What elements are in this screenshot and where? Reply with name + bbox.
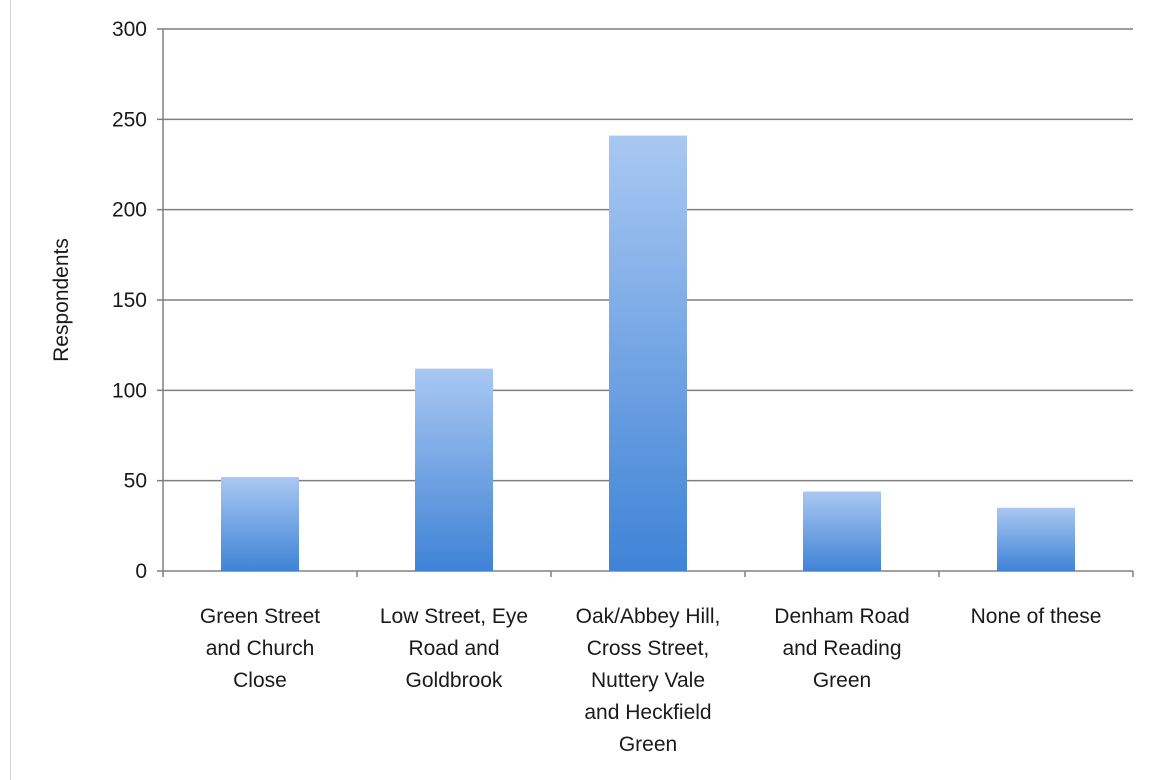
x-category-label: and Church xyxy=(206,637,315,660)
x-category-label: Cross Street, xyxy=(587,637,710,660)
y-tick-label: 0 xyxy=(135,560,147,583)
y-tick-label: 250 xyxy=(112,108,147,131)
x-category-label: Low Street, Eye xyxy=(380,605,528,628)
y-tick-label: 150 xyxy=(112,289,147,312)
x-category-label: and Heckfield xyxy=(584,701,711,724)
x-category-label: Denham Road xyxy=(774,605,909,628)
x-category-label: Green xyxy=(619,733,677,756)
labels: 0 50 100 150 200 250 300 Green Street and Church… xyxy=(112,18,1101,756)
bar-5 xyxy=(997,507,1075,571)
y-tick-label: 50 xyxy=(124,470,147,493)
x-category-label: Green xyxy=(813,669,871,692)
bar-1 xyxy=(221,477,299,571)
y-axis-label: Respondents xyxy=(50,238,73,362)
x-category-label: and Reading xyxy=(782,637,901,660)
x-category-label: Green Street xyxy=(200,605,320,628)
x-category-label: Oak/Abbey Hill, xyxy=(576,605,721,628)
left-border xyxy=(10,0,11,780)
bars xyxy=(221,135,1075,572)
y-tick-label: 300 xyxy=(112,18,147,41)
x-category-label: None of these xyxy=(971,605,1102,628)
bar-2 xyxy=(415,368,493,571)
x-category-label: Nuttery Vale xyxy=(591,669,705,692)
x-category-label: Road and xyxy=(408,637,499,660)
x-category-label: Close xyxy=(233,669,287,692)
bar-3 xyxy=(609,135,687,572)
y-tick-label: 200 xyxy=(112,199,147,222)
bar-4 xyxy=(803,491,881,571)
x-category-label: Goldbrook xyxy=(406,669,503,692)
y-tick-label: 100 xyxy=(112,379,147,402)
